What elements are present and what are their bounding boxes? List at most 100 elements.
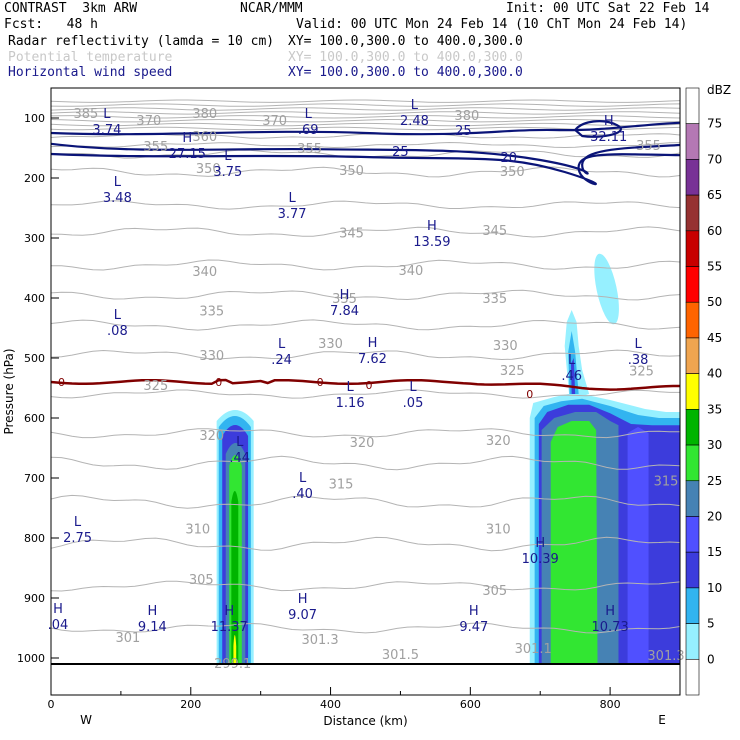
extremum-value: 27.15	[169, 147, 206, 162]
extremum-marker: L	[346, 380, 354, 395]
theta-label: 301.5	[382, 648, 419, 663]
colorbar-label: 5	[707, 617, 715, 631]
wind-contour-line	[51, 121, 680, 136]
colorbar-swatch	[685, 266, 700, 303]
center-name: NCAR/MMM	[240, 1, 303, 16]
extremum-marker: L	[568, 353, 576, 368]
theta-label: 340	[399, 264, 424, 279]
theta-label: 330	[199, 349, 224, 364]
y-tick-label: 800	[24, 532, 45, 545]
extremum-value: 9.47	[459, 620, 488, 635]
colorbar: 0 5 10 15 20 25 30 35 40 45 50 55 60 65 70 75 dBZ	[685, 83, 731, 696]
colorbar-label: 60	[707, 224, 722, 238]
theta-label: 335	[332, 292, 357, 307]
extremum-marker: H	[147, 604, 157, 619]
theta-label: 355	[636, 139, 661, 154]
theta-contour-line	[51, 141, 680, 149]
extremum-value: .04	[48, 618, 69, 633]
theta-contour-line	[51, 259, 680, 271]
colorbar-swatch	[685, 373, 700, 410]
extremum-marker: H	[368, 336, 378, 351]
extremum-marker: H	[224, 604, 234, 619]
colorbar-label: 30	[707, 438, 722, 452]
y-tick-label: 500	[24, 352, 45, 365]
wind-label: 25	[392, 145, 409, 160]
extremum-marker: H	[298, 592, 308, 607]
x-tick-label: 0	[48, 698, 55, 711]
field-wind-xy: XY= 100.0,300.0 to 400.0,300.0	[288, 65, 523, 80]
extremum-marker: H	[340, 288, 350, 303]
theta-label: 301	[115, 631, 140, 646]
wind-contour-line	[51, 152, 680, 186]
wind-label: 25	[455, 124, 472, 139]
extremum-marker: H	[469, 604, 479, 619]
extremum-marker: L	[409, 380, 417, 395]
theta-label: 310	[486, 522, 511, 537]
refl-east-band	[627, 427, 649, 664]
colorbar-swatch	[685, 301, 700, 339]
theta-label: 301.3	[301, 633, 338, 648]
wind-label: 20	[500, 151, 517, 166]
colorbar-label: 25	[707, 474, 722, 488]
extremum-marker: L	[114, 175, 122, 190]
x-tick-label: 400	[320, 698, 341, 711]
theta-contour-line	[51, 118, 680, 123]
theta-contour-line	[51, 99, 680, 103]
extremum-value: 2.48	[400, 114, 429, 129]
colorbar-swatch	[685, 444, 700, 482]
colorbar-label: 70	[707, 152, 722, 166]
theta-label: 370	[262, 114, 287, 129]
refl-east-tower-inner	[570, 358, 576, 394]
extremum-value: .40	[292, 487, 313, 502]
y-tick-label: 100	[24, 112, 45, 125]
theta-label: 320	[199, 429, 224, 444]
theta-label: 380	[192, 107, 217, 122]
extremum-value: 3.75	[213, 165, 242, 180]
theta-label: 310	[185, 522, 210, 537]
theta-contour-line	[51, 349, 680, 361]
extremum-value: 3.74	[92, 123, 121, 138]
theta-contour-line	[51, 289, 680, 301]
theta-label: 345	[339, 227, 364, 242]
extremum-value: .69	[298, 123, 319, 138]
y-tick-label: 600	[24, 412, 45, 425]
extremum-value: .05	[403, 396, 424, 411]
theta-label: 305	[189, 573, 214, 588]
theta-label: 315	[329, 477, 354, 492]
colorbar-swatch	[685, 337, 700, 374]
theta-label: 305	[482, 584, 507, 599]
theta-label: 325	[500, 364, 525, 379]
x-tick-label: 800	[600, 698, 621, 711]
extremum-value: .24	[271, 353, 292, 368]
extremum-marker: L	[114, 308, 122, 323]
extremum-marker: L	[411, 98, 419, 113]
theta-label: 360	[192, 130, 217, 145]
theta-label: 325	[629, 365, 654, 380]
plot-frame	[50, 87, 681, 696]
theta-contour-line	[51, 319, 680, 331]
colorbar-swatch	[685, 194, 700, 232]
theta-label: 350	[339, 164, 364, 179]
extremum-value: .44	[229, 451, 250, 466]
y-tick-label: 1000	[17, 652, 45, 665]
theta-contour-line	[51, 122, 680, 127]
colorbar-label: 55	[707, 260, 722, 274]
colorbar-label: 75	[707, 117, 722, 131]
colorbar-swatch	[685, 409, 700, 446]
field-wind: Horizontal wind speed	[8, 65, 173, 80]
valid-time: Valid: 00 UTC Mon 24 Feb 14 (10 ChT Mon …	[296, 17, 688, 32]
theta-label: 330	[318, 337, 343, 352]
colorbar-unit: dBZ	[707, 83, 731, 97]
y-tick-label: 700	[24, 472, 45, 485]
y-tick-label: 200	[24, 172, 45, 185]
extremum-marker: L	[103, 107, 111, 122]
extremum-value: 3.77	[278, 207, 307, 222]
extremum-value: 32.11	[590, 130, 627, 145]
colorbar-swatch	[685, 123, 700, 160]
extremum-marker: L	[278, 337, 286, 352]
x-axis-title: Distance (km)	[323, 714, 407, 728]
freezing-label: 0	[526, 388, 533, 401]
y-tick-label: 900	[24, 592, 45, 605]
refl-anvil	[594, 253, 619, 325]
